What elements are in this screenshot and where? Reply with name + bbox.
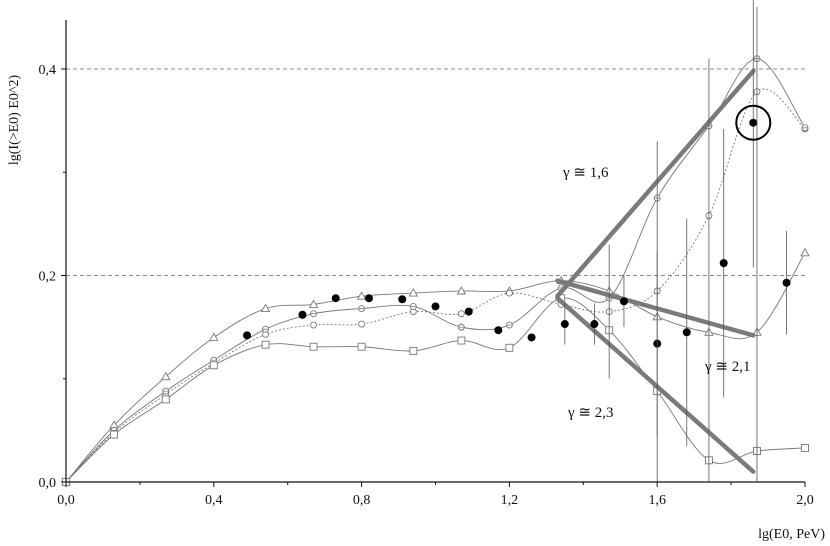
fit-line-1 [555, 278, 756, 338]
series-line-triangle [65, 252, 806, 483]
experimental-point [782, 278, 791, 287]
fit-label-gamma-2-1: γ ≅ 2,1 [704, 359, 750, 375]
reference-lines [66, 68, 805, 276]
experimental-point [494, 326, 503, 335]
data-point-square [161, 395, 170, 404]
experimental-point [719, 259, 728, 268]
experimental-point [682, 328, 691, 337]
x-tick-label: 0,0 [57, 493, 75, 508]
experimental-point [243, 331, 252, 340]
experimental-point [619, 297, 628, 306]
experimental-point [298, 310, 307, 319]
data-point-circle [310, 321, 318, 329]
experimental-point [364, 294, 373, 303]
y-tick-label: 0,4 [39, 63, 57, 78]
experimental-point [431, 302, 440, 311]
data-point-square [209, 361, 218, 370]
experimental-points-layer [243, 0, 791, 482]
data-point-square [457, 336, 466, 345]
data-point-circle [358, 320, 366, 328]
fit-line-0 [555, 68, 756, 299]
experimental-point [749, 118, 758, 127]
data-point-square [801, 443, 809, 452]
data-point-triangle [260, 303, 271, 312]
data-point-square [261, 340, 270, 349]
y-tick-label: 0,0 [39, 476, 57, 491]
x-tick-label: 1,6 [648, 493, 666, 508]
experimental-point [560, 320, 569, 329]
data-point-triangle [209, 332, 219, 341]
y-tick-label: 0,2 [39, 270, 57, 285]
y-axis-title: lg(I(>E0) E0^2) [7, 75, 22, 166]
x-tick-label: 2,0 [796, 493, 814, 508]
data-point-triangle [456, 286, 467, 295]
data-point-triangle [160, 371, 171, 381]
fit-label-gamma-1-6: γ ≅ 1,6 [562, 165, 609, 181]
series-line-square [65, 297, 806, 483]
data-point-square [505, 343, 514, 352]
fit-lines-layer [555, 68, 756, 474]
experimental-point [590, 320, 599, 329]
data-point-square [357, 342, 366, 351]
x-tick-label: 0,4 [205, 493, 223, 508]
data-point-circle [505, 289, 513, 297]
data-point-triangle [356, 291, 367, 300]
data-point-circle [457, 310, 465, 318]
highlight-ring [735, 104, 772, 141]
experimental-point [527, 333, 536, 342]
x-axis-title: lg(E0, PeV) [758, 527, 825, 542]
fit-label-gamma-2-3: γ ≅ 2,3 [567, 405, 613, 421]
data-point-square [309, 342, 318, 351]
x-tick-label: 1,2 [501, 493, 519, 508]
series-line-circle [65, 88, 806, 483]
experimental-point [464, 307, 473, 316]
experimental-point [398, 295, 407, 304]
experimental-point [331, 294, 340, 303]
data-point-square [110, 430, 118, 439]
data-point-triangle [308, 299, 319, 308]
axes-layer: 0,0 0,4 0,8 1,2 1,6 2,0 0,0 0,2 0,4 [39, 20, 814, 508]
fit-line-2 [555, 295, 756, 474]
x-tick-label: 0,8 [353, 493, 371, 508]
data-point-triangle [800, 247, 810, 257]
data-point-triangle [408, 288, 419, 297]
data-point-square [409, 346, 418, 355]
